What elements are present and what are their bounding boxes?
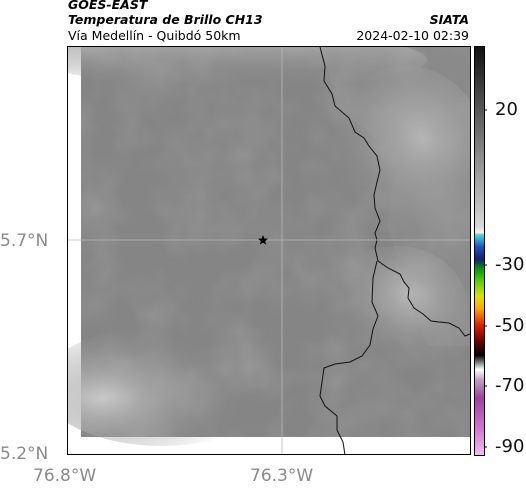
colorbar-tick-label: -90	[495, 436, 525, 457]
lon-tick-label: 76.8°W	[33, 466, 97, 486]
lon-tick-label: 76.3°W	[250, 466, 314, 486]
lat-tick-label: 5.2°N	[0, 444, 49, 464]
colorbar-tick-label: 20	[495, 99, 518, 120]
colorbar-tick-label: -70	[495, 375, 525, 396]
lat-tick-label: 5.7°N	[0, 231, 49, 251]
map-title-satellite: GOES-EAST	[68, 0, 148, 12]
colorbar	[474, 46, 487, 456]
colorbar-tick-label: -50	[495, 315, 525, 336]
map-region: Vía Medellín - Quibdó 50km	[68, 28, 241, 43]
map-title-product: Temperatura de Brillo CH13	[68, 12, 263, 27]
timestamp: 2024-02-10 02:39	[356, 28, 469, 43]
satellite-map	[67, 46, 471, 455]
colorbar-tick-label: -30	[495, 254, 525, 275]
brand-label: SIATA	[429, 12, 469, 27]
star-icon	[258, 235, 268, 245]
department-border	[319, 46, 471, 455]
